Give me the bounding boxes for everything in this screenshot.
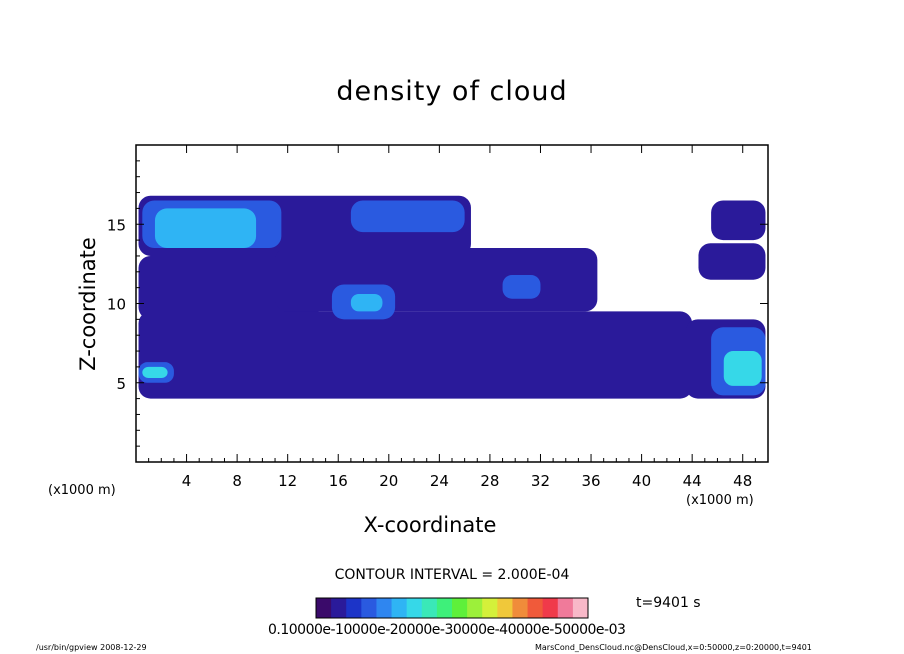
- x-tick-label-36: 36: [581, 472, 600, 490]
- x-tick-label-40: 40: [632, 472, 651, 490]
- colorbar-swatch-15: [542, 598, 559, 618]
- colorbar-swatch-0: [316, 598, 332, 618]
- colorbar-swatch-4: [376, 598, 393, 618]
- density-region-2: [275, 248, 598, 312]
- density-region-13: [154, 208, 257, 249]
- colorbar-swatch-7: [421, 598, 438, 618]
- density-region-9: [350, 200, 465, 233]
- colorbar-swatch-14: [527, 598, 544, 618]
- colorbar-frame: [315, 597, 589, 619]
- colorbar-labels: 0.10000e-10000e-20000e-30000e-40000e-500…: [268, 622, 626, 638]
- contour-interval-label: CONTOUR INTERVAL = 2.000E-04: [334, 567, 570, 583]
- x-unit-label-left: (x1000 m): [48, 483, 116, 498]
- y-tick-label-10: 10: [107, 296, 126, 314]
- cloud-density-field: [138, 195, 766, 399]
- colorbar: [315, 597, 589, 619]
- x-tick-label-20: 20: [379, 472, 398, 490]
- colorbar-swatch-13: [512, 598, 529, 618]
- density-region-14: [350, 293, 383, 312]
- y-tick-label-15: 15: [107, 216, 126, 234]
- colorbar-swatch-11: [482, 598, 498, 618]
- density-region-6: [711, 200, 766, 241]
- colorbar-swatch-9: [452, 598, 468, 618]
- x-tick-label-8: 8: [232, 472, 242, 490]
- x-tick-label-32: 32: [531, 472, 550, 490]
- colorbar-swatch-2: [346, 598, 362, 618]
- colorbar-swatch-8: [436, 598, 453, 618]
- y-tick-label-5: 5: [116, 375, 126, 393]
- density-region-5: [698, 243, 766, 280]
- density-region-15: [723, 351, 762, 386]
- x-tick-label-44: 44: [683, 472, 702, 490]
- colorbar-swatch-10: [467, 598, 483, 618]
- colorbar-swatch-16: [557, 598, 574, 618]
- density-region-1: [138, 255, 320, 320]
- x-tick-label-24: 24: [430, 472, 449, 490]
- x-tick-label-28: 28: [480, 472, 499, 490]
- x-tick-label-4: 4: [182, 472, 192, 490]
- footer-source: MarsCond_DensCloud.nc@DensCloud,x=0:5000…: [535, 643, 812, 652]
- x-tick-label-12: 12: [278, 472, 297, 490]
- x-tick-label-48: 48: [733, 472, 752, 490]
- colorbar-swatch-3: [361, 598, 377, 618]
- colorbar-swatch-12: [497, 598, 513, 618]
- x-axis-label: X-coordinate: [363, 513, 497, 537]
- density-region-3: [138, 311, 693, 399]
- y-axis-ticks: 5 10 15: [107, 160, 768, 447]
- colorbar-swatch-1: [331, 598, 347, 618]
- time-label: t=9401 s: [636, 595, 701, 611]
- colorbar-swatch-5: [391, 598, 408, 618]
- chart-title: density of cloud: [336, 76, 568, 107]
- density-region-16: [142, 366, 168, 378]
- x-unit-label-right: (x1000 m): [686, 493, 754, 508]
- colorbar-swatch-6: [406, 598, 423, 618]
- colorbar-swatch-17: [572, 598, 589, 618]
- x-tick-label-16: 16: [329, 472, 348, 490]
- x-axis-ticks: 4 8 12 16 20 24 28 32 36 40 44 48: [148, 145, 756, 490]
- footer-command: /usr/bin/gpview 2008-12-29: [36, 643, 147, 652]
- density-region-10: [502, 274, 541, 299]
